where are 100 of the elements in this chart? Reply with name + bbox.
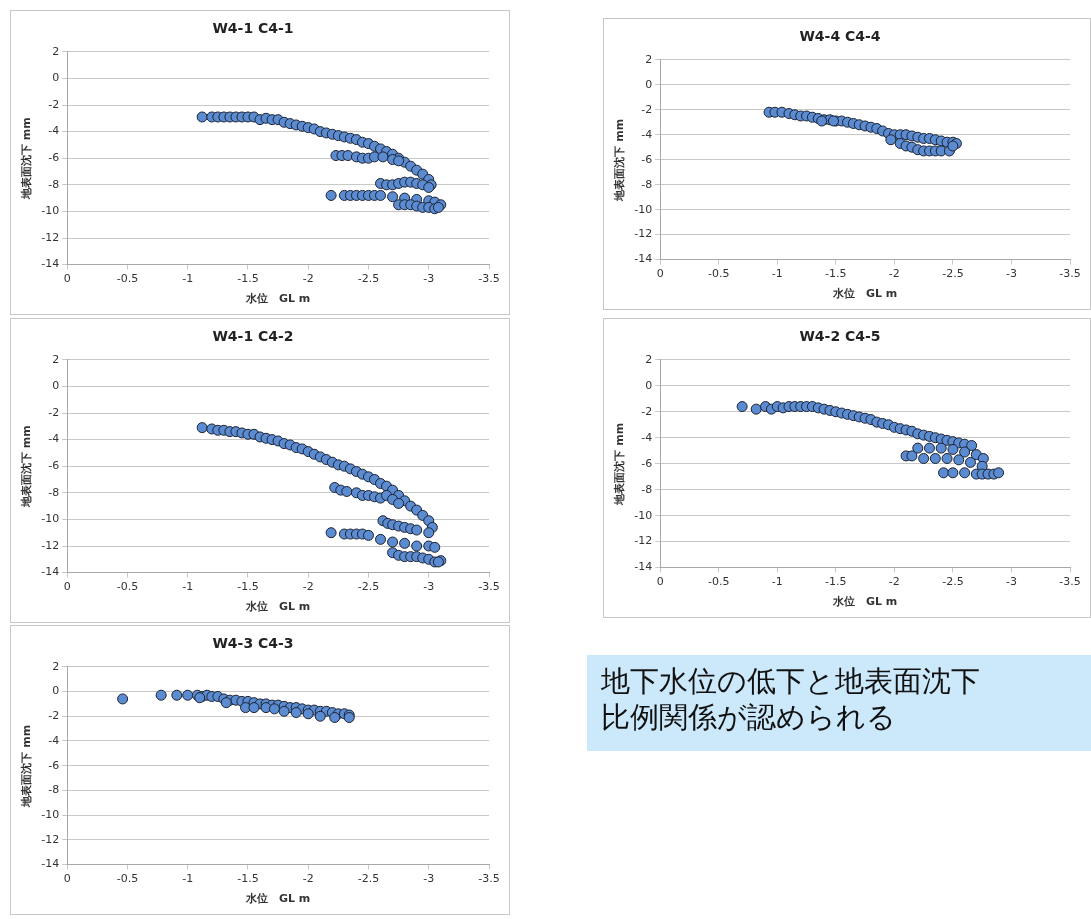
y-tick-label: -4	[48, 733, 60, 747]
point	[171, 689, 183, 701]
x-axis-title: 水位 GL m	[831, 595, 898, 609]
y-tick-label: -8	[641, 482, 653, 496]
y-tick-label: -10	[41, 204, 60, 218]
y-tick-label: -2	[641, 102, 653, 116]
x-tick-label: -3.5	[478, 872, 500, 886]
chart-title: W4-4 C4-4	[799, 28, 881, 45]
y-axis-title: 地表面沈下 mm	[20, 117, 34, 201]
x-tick-label: -1.5	[825, 575, 847, 589]
x-tick-label: -1	[182, 872, 194, 886]
y-tick-label: -2	[48, 709, 60, 723]
chart-title: W4-1 C4-2	[212, 328, 294, 345]
x-tick-label: -1	[771, 575, 783, 589]
point	[248, 702, 260, 714]
x-tick-label: -0.5	[707, 267, 730, 281]
y-tick-label: -12	[634, 534, 653, 548]
y-tick-label: -12	[41, 230, 60, 244]
x-tick-label: -2	[302, 272, 314, 286]
x-tick-label: -1.5	[825, 267, 847, 281]
x-tick-label: -2.5	[942, 267, 964, 281]
y-tick-label: -14	[41, 565, 60, 579]
y-tick-label: -12	[41, 538, 60, 552]
point	[278, 705, 290, 717]
x-tick-label: 0	[656, 267, 664, 281]
point	[182, 689, 194, 701]
x-tick-label: -1	[771, 267, 783, 281]
x-tick-label: 0	[63, 872, 71, 886]
y-tick-label: -14	[634, 560, 653, 574]
x-tick-label: -2	[888, 575, 900, 589]
y-tick-label: 2	[645, 352, 653, 366]
x-tick-label: -2	[888, 267, 900, 281]
point	[155, 689, 167, 701]
y-tick-label: -14	[41, 857, 60, 871]
y-tick-label: 0	[52, 71, 60, 85]
point	[268, 703, 280, 715]
x-tick-label: 0	[656, 575, 664, 589]
y-axis-title: 地表面沈下 mm	[613, 422, 627, 506]
y-tick-label: 0	[52, 379, 60, 393]
text: 比例関係が認められる	[601, 699, 897, 735]
y-tick-label: -6	[48, 151, 60, 165]
point	[314, 710, 326, 722]
x-axis-title: 水位 GL m	[244, 892, 311, 906]
chart-title: W4-3 C4-3	[212, 635, 294, 652]
x-tick-label: -1	[182, 580, 194, 594]
y-tick-label: -4	[641, 430, 653, 444]
y-tick-label: -4	[48, 124, 60, 138]
x-tick-label: -2	[302, 872, 314, 886]
x-axis-title: 水位 GL m	[831, 287, 898, 301]
y-tick-label: -12	[41, 832, 60, 846]
y-tick-label: -6	[48, 459, 60, 473]
x-tick-label: -3	[423, 272, 435, 286]
x-tick-label: -1.5	[237, 272, 259, 286]
chart-title: W4-2 C4-5	[799, 328, 881, 345]
x-tick-label: -1	[182, 272, 194, 286]
chart-title: W4-1 C4-1	[212, 20, 294, 37]
y-tick-label: -4	[641, 127, 653, 141]
y-tick-label: -6	[641, 152, 653, 166]
y-tick-label: -2	[641, 404, 653, 418]
x-tick-label: 0	[63, 580, 71, 594]
y-tick-label: -2	[48, 97, 60, 111]
x-tick-label: -0.5	[116, 872, 139, 886]
x-axis-title: 水位 GL m	[244, 292, 311, 306]
y-tick-label: -10	[634, 508, 653, 522]
y-tick-label: -14	[634, 252, 653, 266]
x-tick-label: -2.5	[357, 872, 380, 886]
x-tick-label: -2.5	[357, 580, 380, 594]
x-axis-title: 水位 GL m	[244, 600, 311, 614]
y-tick-label: -8	[48, 485, 60, 499]
y-tick-label: 0	[645, 378, 653, 392]
y-axis-title: 地表面沈下 mm	[20, 425, 34, 509]
y-tick-label: -10	[41, 808, 60, 822]
x-tick-label: 0	[63, 272, 71, 286]
y-tick-label: -8	[48, 783, 60, 797]
x-tick-label: -0.5	[707, 575, 730, 589]
y-tick-label: 0	[52, 684, 60, 698]
y-tick-label: 2	[52, 659, 60, 673]
x-tick-label: -1.5	[237, 872, 259, 886]
y-axis-title: 地表面沈下 mm	[20, 724, 34, 808]
y-tick-label: -8	[641, 177, 653, 191]
y-tick-label: 2	[52, 352, 60, 366]
y-tick-label: 2	[645, 52, 653, 66]
y-tick-label: -12	[634, 227, 653, 241]
x-tick-label: -2.5	[942, 575, 964, 589]
y-tick-label: -8	[48, 177, 60, 191]
x-tick-label: -3.5	[1059, 267, 1081, 281]
y-tick-label: 2	[52, 44, 60, 58]
y-tick-label: -6	[641, 456, 653, 470]
y-tick-label: -4	[48, 432, 60, 446]
x-tick-label: -3.5	[478, 580, 500, 594]
x-tick-label: -0.5	[116, 272, 139, 286]
point	[302, 708, 314, 720]
x-tick-label: -0.5	[116, 580, 139, 594]
point	[220, 697, 232, 709]
x-tick-label: -3	[1005, 575, 1017, 589]
x-tick-label: -3.5	[1059, 575, 1081, 589]
x-tick-label: -3	[1005, 267, 1017, 281]
x-tick-label: -3	[423, 580, 435, 594]
point	[117, 693, 129, 705]
x-tick-label: -2.5	[357, 272, 380, 286]
